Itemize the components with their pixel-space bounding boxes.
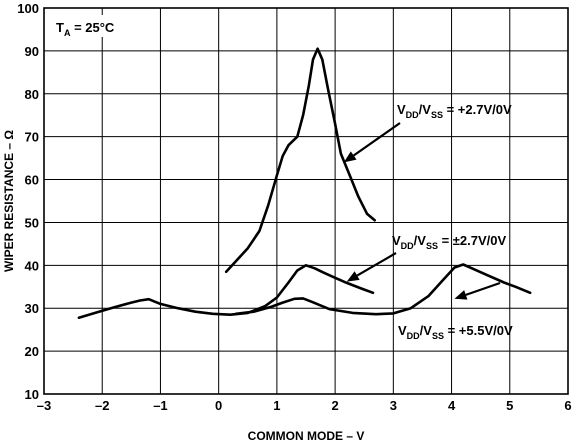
y-tick-label: 80 bbox=[25, 87, 39, 102]
series-line-1 bbox=[224, 47, 376, 274]
y-axis-title: WIPER RESISTANCE – Ω bbox=[2, 130, 16, 272]
series-label-2: VDD/VSS = ±2.7V/0V bbox=[392, 233, 507, 251]
x-tick-label: –3 bbox=[37, 398, 51, 413]
y-tick-label: 30 bbox=[25, 301, 39, 316]
y-tick-label: 100 bbox=[17, 1, 39, 16]
grid bbox=[44, 8, 568, 394]
arrow-layer bbox=[343, 122, 501, 300]
y-tick-label: 20 bbox=[25, 344, 39, 359]
y-tick-label: 90 bbox=[25, 44, 39, 59]
arrow-series-1 bbox=[343, 122, 401, 163]
series-label-1: VDD/VSS = +2.7V/0V bbox=[397, 102, 512, 120]
arrow-series-3 bbox=[454, 281, 501, 300]
x-tick-label: 1 bbox=[273, 398, 280, 413]
x-tick-label: –2 bbox=[95, 398, 109, 413]
x-tick-label: 3 bbox=[390, 398, 397, 413]
series-label-3: VDD/VSS = +5.5V/0V bbox=[398, 323, 513, 341]
x-tick-label: 4 bbox=[448, 398, 456, 413]
x-tick-label: 0 bbox=[215, 398, 222, 413]
x-tick-label: –1 bbox=[153, 398, 167, 413]
x-tick-label: 6 bbox=[564, 398, 571, 413]
arrow-series-2 bbox=[346, 252, 397, 282]
x-tick-label: 5 bbox=[506, 398, 513, 413]
y-tick-label: 60 bbox=[25, 173, 39, 188]
series-layer bbox=[77, 47, 532, 319]
plot-frame bbox=[43, 7, 569, 395]
series-line-3 bbox=[234, 263, 532, 316]
y-tick-label: 50 bbox=[25, 215, 39, 230]
y-tick-label: 10 bbox=[25, 387, 39, 402]
condition-label-backdrop bbox=[51, 15, 131, 37]
y-tick-label: 70 bbox=[25, 130, 39, 145]
condition-label: TA = 25°C bbox=[56, 20, 115, 38]
x-axis-title: COMMON MODE – V bbox=[248, 429, 365, 443]
tick-labels: –3 –2 –1 0 1 2 3 4 5 6 10 20 30 40 50 60 70 80 90 100 bbox=[17, 1, 571, 413]
y-tick-label: 40 bbox=[25, 258, 39, 273]
x-tick-label: 2 bbox=[331, 398, 338, 413]
